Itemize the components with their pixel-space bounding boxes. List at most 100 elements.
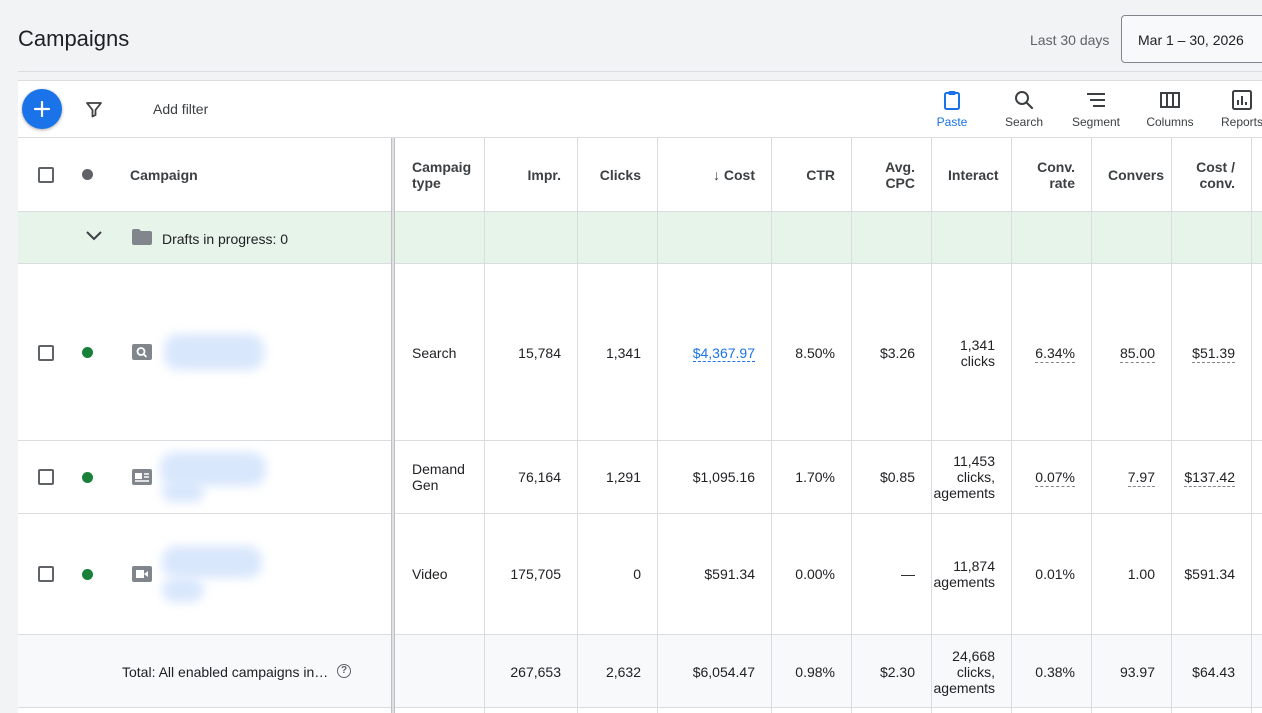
- total-impressions: 267,653: [510, 664, 561, 680]
- reports-label: Reports: [1220, 115, 1262, 129]
- paste-label: Paste: [936, 115, 968, 129]
- chevron-down-icon[interactable]: [84, 229, 104, 243]
- frozen-column-splitter[interactable]: [391, 138, 395, 713]
- header-conversions[interactable]: Convers: [1108, 167, 1165, 183]
- cost-per-conv-value: $137.42: [1175, 469, 1235, 487]
- conversions-value: 7.97: [1095, 469, 1155, 487]
- header-avg-cpc-line1: Avg.: [885, 159, 915, 175]
- ctr-value: 1.70%: [795, 469, 835, 485]
- status-enabled-dot[interactable]: [82, 347, 93, 358]
- campaign-type-line1: Demand: [412, 461, 465, 477]
- avg-cpc-value: —: [901, 566, 915, 582]
- demand-gen-campaign-icon: [132, 469, 152, 485]
- total-interactions-type-2: agements: [933, 680, 995, 696]
- total-conversions: 93.97: [1119, 664, 1155, 680]
- cost-value: $591.34: [704, 566, 755, 582]
- segment-button[interactable]: Segment: [1064, 89, 1128, 129]
- header-cost-conv-line1: Cost /: [1196, 159, 1235, 175]
- header-campaign-type-line2: type: [412, 175, 441, 191]
- redacted-campaign-name[interactable]: [164, 334, 264, 370]
- header-avg-cpc[interactable]: Avg. CPC: [855, 159, 915, 191]
- header-conv-rate[interactable]: Conv. rate: [1015, 159, 1075, 191]
- filter-icon[interactable]: [84, 99, 104, 119]
- total-clicks: 2,632: [605, 664, 641, 680]
- folder-icon: [132, 229, 152, 245]
- ctr-value: 8.50%: [795, 345, 835, 361]
- add-filter-button[interactable]: Add filter: [153, 101, 209, 117]
- header-clicks[interactable]: Clicks: [599, 167, 641, 183]
- page-title: Campaigns: [18, 26, 130, 51]
- plus-icon: [33, 100, 51, 118]
- interactions-count: 11,874: [953, 558, 995, 574]
- paste-button[interactable]: Paste: [920, 89, 984, 129]
- row-checkbox[interactable]: [38, 345, 54, 361]
- columns-button[interactable]: Columns: [1138, 89, 1202, 129]
- header-cost[interactable]: ↓ Cost: [713, 167, 755, 183]
- left-gutter: [0, 72, 18, 713]
- header-impressions[interactable]: Impr.: [527, 167, 561, 183]
- conversions-text: 7.97: [1127, 469, 1155, 487]
- header-campaign-type-line1: Campaig: [412, 159, 472, 175]
- column-divider: [657, 138, 658, 713]
- total-cost-per-conv: $64.43: [1192, 664, 1235, 680]
- campaign-type: Video: [412, 566, 448, 582]
- clicks-value: 1,341: [605, 345, 641, 361]
- clicks-value: 0: [633, 566, 641, 582]
- search-label: Search: [1004, 115, 1044, 129]
- page-header: Campaigns Last 30 days Mar 1 – 30, 2026: [0, 0, 1262, 72]
- help-icon[interactable]: ?: [337, 664, 351, 678]
- row-checkbox[interactable]: [38, 469, 54, 485]
- search-button[interactable]: Search: [992, 89, 1056, 129]
- cost-link[interactable]: $4,367.97: [692, 345, 755, 362]
- reports-icon: [1232, 90, 1252, 110]
- header-conv-rate-line1: Conv.: [1037, 159, 1075, 175]
- header-campaign[interactable]: Campaign: [130, 167, 198, 183]
- redacted-campaign-name[interactable]: [162, 546, 262, 578]
- segment-label: Segment: [1071, 115, 1121, 129]
- header-campaign-type[interactable]: Campaig type: [412, 159, 471, 191]
- select-all-checkbox[interactable]: [38, 167, 54, 183]
- table-header-row: [18, 138, 1262, 212]
- cost-value: $1,095.16: [692, 469, 755, 485]
- total-conv-rate: 0.38%: [1035, 664, 1075, 680]
- row-checkbox[interactable]: [38, 566, 54, 582]
- total-row: [18, 635, 1262, 708]
- create-campaign-button[interactable]: [22, 89, 62, 129]
- ctr-value: 0.00%: [795, 566, 835, 582]
- conv-rate-text: 6.34%: [1035, 345, 1075, 363]
- column-divider: [771, 138, 772, 713]
- search-campaign-icon: [132, 344, 152, 360]
- drafts-row[interactable]: [18, 212, 1262, 264]
- cost-per-conv-value: $51.39: [1175, 345, 1235, 363]
- header-cost-per-conv[interactable]: Cost / conv.: [1175, 159, 1235, 191]
- conv-rate-value: 0.07%: [1015, 469, 1075, 487]
- status-enabled-dot[interactable]: [82, 569, 93, 580]
- avg-cpc-value: $3.26: [879, 345, 915, 361]
- header-conv-rate-line2: rate: [1049, 175, 1075, 191]
- total-label: Total: All enabled campaigns in…: [122, 664, 329, 680]
- redacted-campaign-name[interactable]: [160, 452, 266, 486]
- campaigns-table: Campaign Campaig type Impr. Clicks ↓ Cos…: [18, 138, 1262, 713]
- total-ctr: 0.98%: [795, 664, 835, 680]
- columns-icon: [1160, 92, 1180, 108]
- video-campaign-icon: [132, 566, 152, 582]
- header-ctr[interactable]: CTR: [806, 167, 835, 183]
- status-enabled-dot[interactable]: [82, 472, 93, 483]
- total-cost: $6,054.47: [692, 664, 755, 680]
- column-divider: [1091, 138, 1092, 713]
- search-icon: [1015, 91, 1034, 110]
- header-interactions[interactable]: Interact: [948, 167, 999, 183]
- status-column-dot[interactable]: [82, 169, 93, 180]
- drafts-label[interactable]: Drafts in progress: 0: [162, 231, 289, 247]
- total-avg-cpc: $2.30: [879, 664, 915, 680]
- date-range-picker[interactable]: Mar 1 – 30, 2026: [1121, 15, 1262, 63]
- impressions-value: 175,705: [510, 566, 561, 582]
- interactions-count: 11,453: [953, 453, 995, 469]
- interactions-type-2: agements: [933, 485, 995, 501]
- cost-value[interactable]: $4,367.97: [661, 345, 755, 362]
- conv-rate-value: 6.34%: [1015, 345, 1075, 363]
- total-interactions-type: clicks,: [956, 664, 995, 680]
- reports-button[interactable]: Reports: [1210, 89, 1262, 129]
- interactions-type: clicks: [960, 353, 995, 369]
- conversions-value: 1.00: [1127, 566, 1155, 582]
